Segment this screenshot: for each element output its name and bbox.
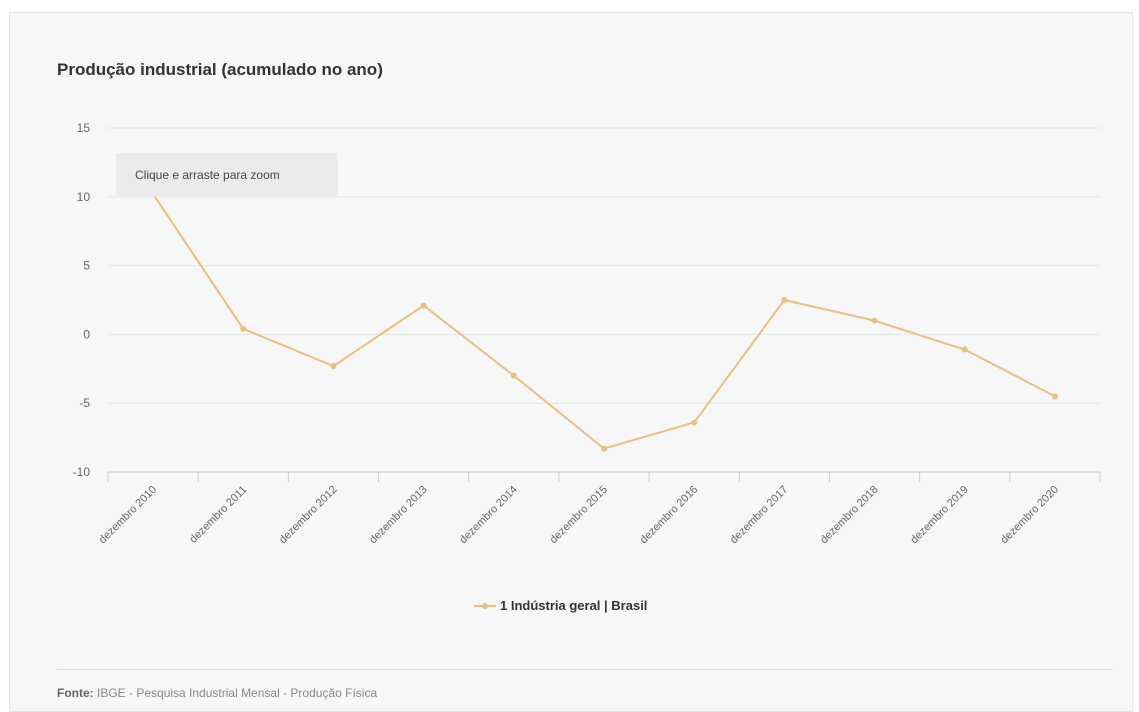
data-point[interactable] — [871, 317, 878, 324]
y-tick-label: 0 — [83, 327, 90, 341]
data-point[interactable] — [1051, 393, 1058, 400]
y-tick-label: 5 — [83, 259, 90, 273]
chart-title: Produção industrial (acumulado no ano) — [57, 60, 383, 79]
data-point[interactable] — [961, 346, 968, 353]
y-tick-label: 10 — [77, 190, 91, 204]
data-point[interactable] — [330, 363, 337, 370]
legend-item[interactable]: 1 Indústria geral | Brasil — [474, 598, 647, 613]
source-text: IBGE - Pesquisa Industrial Mensal - Prod… — [97, 686, 378, 700]
y-tick-label: 15 — [77, 121, 91, 135]
data-point[interactable] — [781, 297, 788, 303]
y-tick-label: -10 — [73, 465, 91, 479]
x-tick-label: dezembro 2013 — [367, 484, 430, 547]
data-point[interactable] — [240, 325, 247, 332]
legend-swatch — [474, 601, 496, 611]
data-point[interactable] — [420, 302, 427, 309]
x-tick-label: dezembro 2010 — [97, 484, 160, 547]
y-tick-label: -5 — [79, 396, 90, 410]
footer-divider — [57, 669, 1113, 670]
x-tick-label: dezembro 2012 — [277, 484, 340, 547]
x-tick-label: dezembro 2020 — [998, 484, 1061, 547]
source-note: Fonte: IBGE - Pesquisa Industrial Mensal… — [57, 686, 377, 700]
series-line — [152, 193, 1056, 450]
data-point[interactable] — [691, 419, 698, 426]
x-tick-label: dezembro 2016 — [638, 484, 701, 547]
x-tick-label: dezembro 2019 — [908, 484, 971, 547]
legend-label: 1 Indústria geral | Brasil — [500, 598, 648, 613]
x-tick-label: dezembro 2018 — [818, 484, 881, 547]
zoom-hint: Clique e arraste para zoom — [116, 153, 338, 197]
data-point[interactable] — [601, 445, 607, 452]
x-tick-label: dezembro 2017 — [728, 484, 791, 547]
source-label: Fonte: — [57, 686, 94, 700]
data-point[interactable] — [510, 372, 517, 379]
x-tick-label: dezembro 2014 — [457, 484, 520, 547]
x-tick-label: dezembro 2011 — [187, 484, 249, 546]
chart-card — [9, 12, 1133, 712]
x-tick-label: dezembro 2015 — [548, 484, 611, 547]
